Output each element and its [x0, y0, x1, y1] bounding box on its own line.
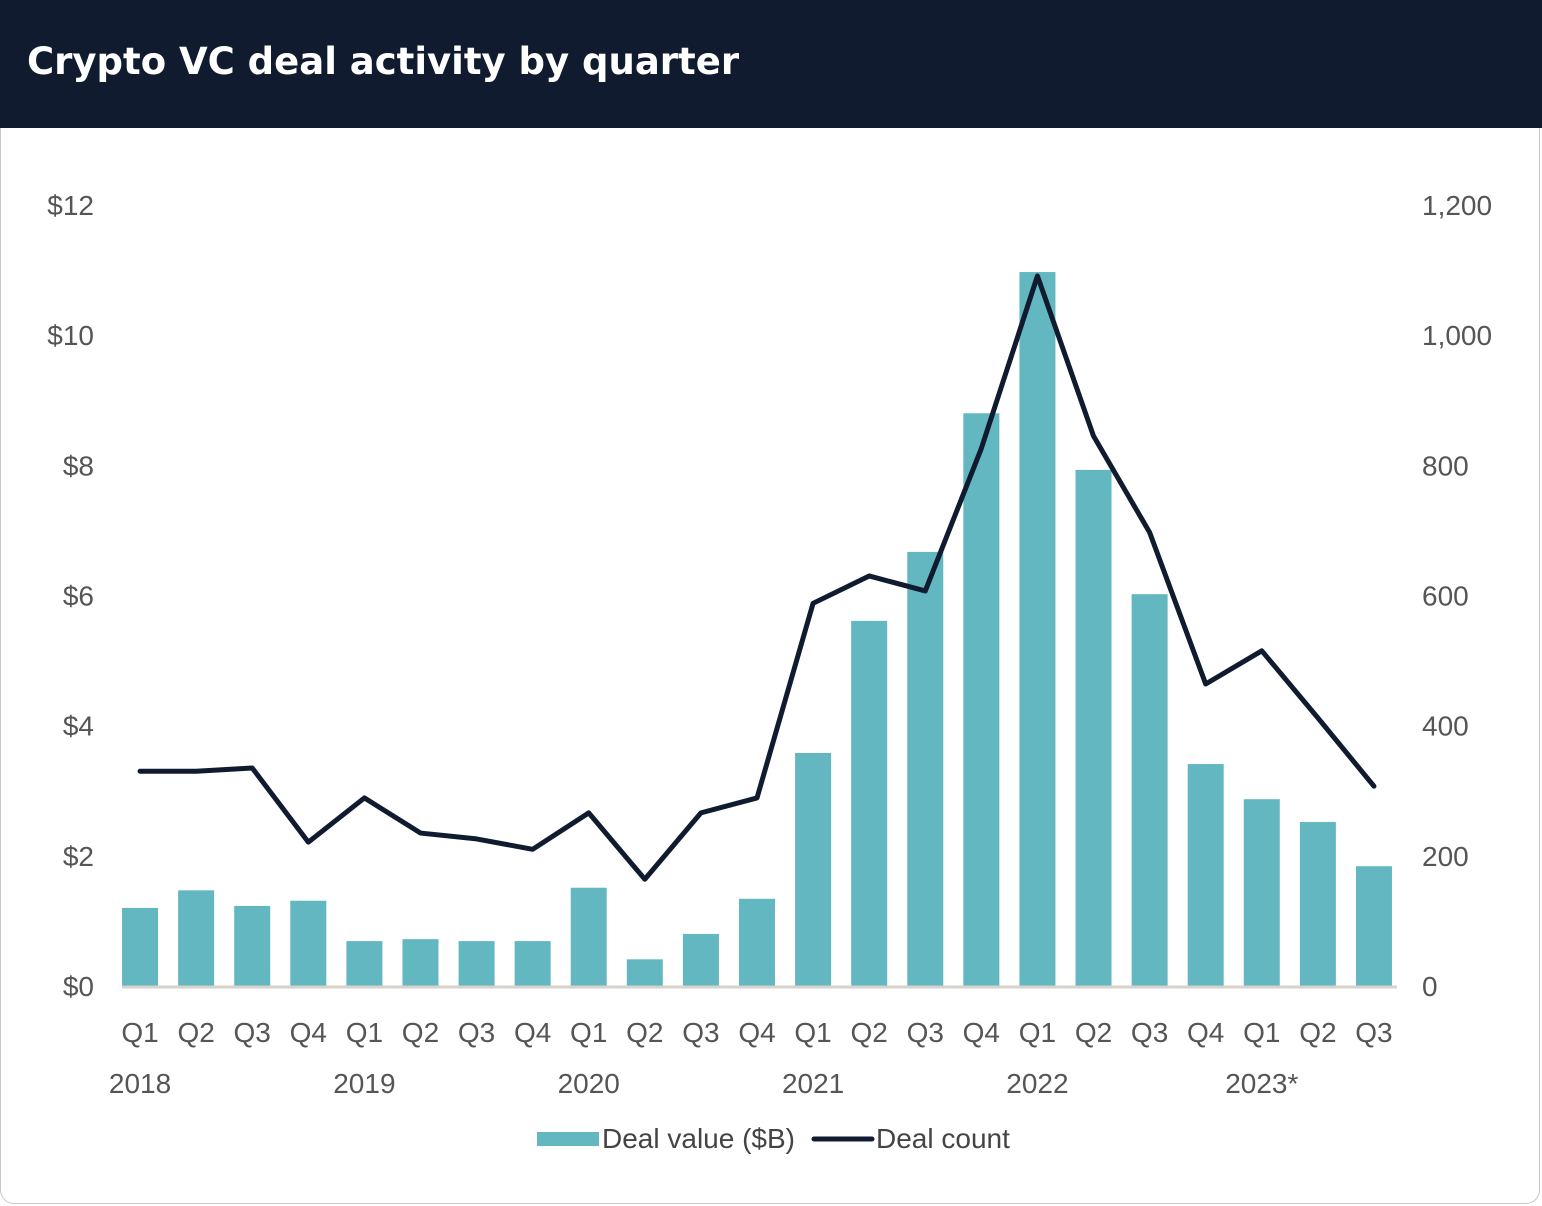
- bar-deal-value: [1243, 799, 1280, 986]
- x-tick-label: Q2: [850, 1017, 887, 1048]
- bar-deal-value: [1131, 594, 1168, 986]
- bar-deal-value: [1355, 866, 1392, 986]
- bar-deal-value: [346, 941, 383, 986]
- bar-deal-value: [1187, 764, 1224, 986]
- bar-deal-value: [234, 905, 271, 986]
- bar-deal-value: [626, 959, 663, 986]
- bars-group: [122, 272, 1392, 986]
- chart-header: Crypto VC deal activity by quarter: [0, 0, 1542, 128]
- x-tick-label: Q2: [1299, 1017, 1336, 1048]
- bar-deal-value: [1299, 821, 1336, 986]
- bar-deal-value: [402, 939, 439, 986]
- left-y-tick-label: $6: [63, 581, 94, 612]
- x-tick-label: Q1: [1019, 1017, 1056, 1048]
- x-tick-label: Q4: [514, 1017, 551, 1048]
- right-y-tick-label: 0: [1422, 971, 1438, 1002]
- x-year-label: 2021: [782, 1068, 844, 1099]
- legend: Deal value ($B) Deal count: [537, 1123, 1010, 1154]
- x-tick-label: Q4: [290, 1017, 327, 1048]
- x-tick-label: Q3: [682, 1017, 719, 1048]
- right-y-tick-label: 200: [1422, 841, 1469, 872]
- legend-label-deal-count: Deal count: [876, 1123, 1010, 1154]
- right-y-tick-label: 1,000: [1422, 320, 1492, 351]
- x-tick-label: Q4: [738, 1017, 775, 1048]
- x-axis-year-labels: 2018 2019 2020 2021 2022 2023*: [109, 1068, 1299, 1099]
- bar-deal-value: [178, 890, 215, 986]
- bar-deal-value: [458, 941, 495, 986]
- x-tick-label: Q1: [1243, 1017, 1280, 1048]
- bar-deal-value: [570, 887, 607, 986]
- left-y-tick-label: $8: [63, 450, 94, 481]
- x-tick-label: Q3: [1131, 1017, 1168, 1048]
- x-tick-label: Q3: [234, 1017, 271, 1048]
- bar-deal-value: [963, 413, 1000, 986]
- x-tick-label: Q4: [963, 1017, 1000, 1048]
- x-tick-label: Q4: [1187, 1017, 1224, 1048]
- right-y-tick-label: 1,200: [1422, 190, 1492, 221]
- x-tick-label: Q3: [907, 1017, 944, 1048]
- x-tick-label: Q3: [1355, 1017, 1392, 1048]
- bar-deal-value: [851, 620, 888, 986]
- right-y-axis: 0 200 400 600 800 1,000 1,200: [1422, 190, 1492, 1002]
- left-y-tick-label: $4: [63, 711, 94, 742]
- bar-deal-value: [514, 941, 551, 986]
- x-year-label: 2020: [558, 1068, 620, 1099]
- bar-deal-value: [682, 933, 719, 986]
- x-axis-quarter-labels: Q1 Q2 Q3 Q4 Q1 Q2 Q3 Q4 Q1 Q2 Q3 Q4 Q1 Q2 Q3 Q4 Q1 Q2 Q3 Q4…: [121, 1017, 1392, 1048]
- right-y-tick-label: 800: [1422, 450, 1469, 481]
- left-y-tick-label: $2: [63, 841, 94, 872]
- bar-deal-value: [739, 898, 775, 986]
- bar-deal-value: [795, 753, 832, 986]
- legend-label-deal-value: Deal value ($B): [602, 1123, 795, 1154]
- x-tick-label: Q1: [794, 1017, 831, 1048]
- x-year-label: 2022: [1006, 1068, 1068, 1099]
- left-y-tick-label: $10: [47, 320, 94, 351]
- legend-swatch-deal-value: [537, 1132, 599, 1146]
- right-y-tick-label: 400: [1422, 711, 1469, 742]
- chart-card: [0, 128, 1540, 1204]
- x-tick-label: Q1: [346, 1017, 383, 1048]
- x-year-label: 2018: [109, 1068, 171, 1099]
- x-tick-label: Q2: [402, 1017, 439, 1048]
- bar-deal-value: [907, 551, 944, 986]
- x-tick-label: Q2: [177, 1017, 214, 1048]
- x-tick-label: Q3: [458, 1017, 495, 1048]
- bar-deal-value: [290, 900, 327, 986]
- x-year-label: 2023*: [1225, 1068, 1298, 1099]
- x-year-label: 2019: [333, 1068, 395, 1099]
- left-y-tick-label: $12: [47, 190, 94, 221]
- x-tick-label: Q1: [570, 1017, 607, 1048]
- left-y-axis: $0 $2 $4 $6 $8 $10 $12: [47, 190, 94, 1002]
- left-y-tick-label: $0: [63, 971, 94, 1002]
- x-tick-label: Q2: [626, 1017, 663, 1048]
- x-tick-label: Q1: [121, 1017, 158, 1048]
- bar-deal-value: [1019, 272, 1056, 986]
- x-tick-label: Q2: [1075, 1017, 1112, 1048]
- right-y-tick-label: 600: [1422, 581, 1469, 612]
- bar-deal-value: [1075, 469, 1112, 986]
- bar-deal-value: [122, 907, 159, 986]
- chart-title: Crypto VC deal activity by quarter: [27, 40, 740, 83]
